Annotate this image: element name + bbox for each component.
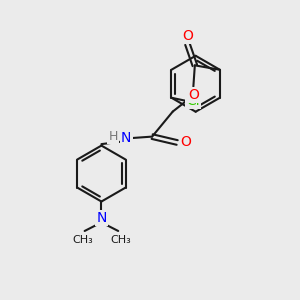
Text: O: O xyxy=(182,29,193,43)
Text: CH₃: CH₃ xyxy=(110,236,130,245)
Text: Cl: Cl xyxy=(186,94,200,108)
Text: O: O xyxy=(181,136,191,149)
Text: N: N xyxy=(121,131,131,145)
Text: O: O xyxy=(188,88,199,102)
Text: H: H xyxy=(108,130,118,143)
Text: CH₃: CH₃ xyxy=(72,236,93,245)
Text: N: N xyxy=(96,211,106,225)
